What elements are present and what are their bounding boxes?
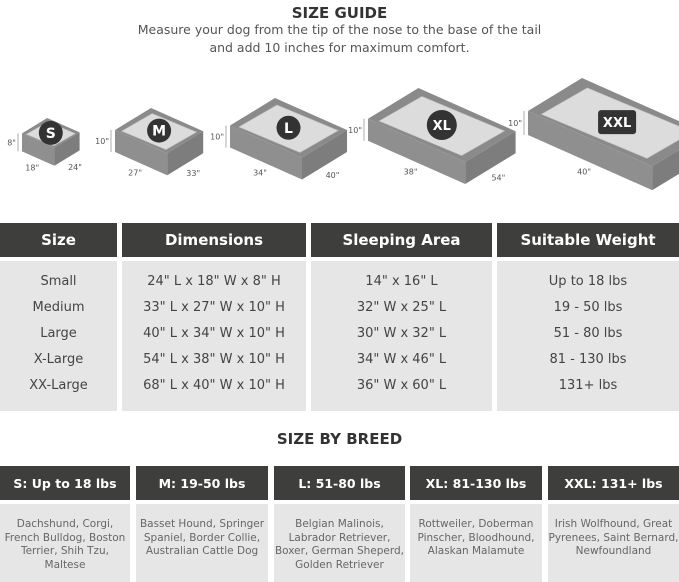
size-table-cell: 30" W x 32" L: [356, 326, 447, 341]
bed-width-label: 38": [404, 167, 418, 176]
bed-xl: XL 10" 38" 54": [348, 88, 516, 184]
size-table-header: Dimensions: [122, 223, 306, 257]
size-table-cell: 54" L x 38" W x 10" H: [143, 352, 285, 367]
bed-illustrations: S 8" 18" 24" M 10" 27" 33" L 10" 34" 40" XL 10" 38" 54"…: [7, 78, 679, 190]
bed-size-badge: XXL: [603, 116, 631, 131]
size-table-cell: Large: [40, 326, 77, 341]
bed-size-badge: XL: [433, 119, 451, 134]
bed-length-label: 54": [491, 174, 505, 183]
size-table-cell: 24" L x 18" W x 8" H: [147, 274, 281, 289]
bed-s: S 8" 18" 24": [7, 118, 82, 173]
size-table-cell: 68" L x 40" W x 10" H: [143, 378, 285, 393]
bed-width-label: 18": [25, 164, 39, 173]
size-table-cell: 32" W x 25" L: [356, 300, 447, 315]
size-table-cell: Medium: [32, 300, 85, 315]
breed-column-header: XXL: 131+ lbs: [548, 466, 679, 500]
size-table-cell: X-Large: [33, 352, 84, 367]
bed-height-label: 10": [95, 137, 109, 146]
size-table-cell: 19 - 50 lbs: [553, 300, 623, 315]
size-table-header: Suitable Weight: [497, 223, 679, 257]
size-table-cell: 81 - 130 lbs: [549, 352, 627, 367]
bed-width-label: 34": [253, 169, 267, 178]
breed-list: Basset Hound, Springer Spaniel, Border C…: [136, 504, 268, 582]
size-table-column: 24" L x 18" W x 8" H 33" L x 27" W x 10" …: [122, 261, 306, 411]
size-table-cell: 14" x 16" L: [365, 274, 438, 289]
bed-width-label: 27": [128, 169, 142, 178]
bed-height-label: 10": [508, 119, 522, 128]
bed-size-badge: M: [152, 124, 166, 140]
bed-height-label: 10": [348, 126, 362, 135]
size-table-header: Sleeping Area: [311, 223, 492, 257]
bed-length-label: 40": [326, 171, 340, 180]
bed-size-badge: L: [284, 121, 293, 137]
breed-column-header: XL: 81-130 lbs: [410, 466, 542, 500]
size-table-header: Size: [0, 223, 117, 257]
size-table-cell: Up to 18 lbs: [548, 274, 628, 289]
bed-width-label: 40": [577, 168, 591, 177]
breed-column-header: S: Up to 18 lbs: [0, 466, 130, 500]
bed-size-badge: S: [46, 126, 56, 142]
size-table-cell: 33" L x 27" W x 10" H: [143, 300, 285, 315]
size-table-cell: Small: [40, 274, 77, 289]
size-table-cell: XX-Large: [29, 378, 88, 393]
subtitle-line-2: and add 10 inches for maximum comfort.: [209, 40, 470, 55]
breed-section-title: SIZE BY BREED: [276, 430, 403, 448]
size-table-column: Small Medium Large X-Large XX-Large: [0, 261, 117, 411]
subtitle-line-1: Measure your dog from the tip of the nos…: [137, 22, 542, 37]
bed-height-label: 10": [210, 133, 224, 142]
size-table-cell: 40" L x 34" W x 10" H: [143, 326, 285, 341]
bed-height-label: 8": [7, 138, 16, 147]
breed-list: Belgian Malinois, Labrador Retriever, Bo…: [274, 504, 405, 582]
breed-list: Irish Wolfhound, Great Pyrenees, Saint B…: [548, 504, 679, 582]
size-table-cell: 34" W x 46" L: [356, 352, 447, 367]
bed-l: L 10" 34" 40": [210, 98, 347, 180]
size-table-column: Up to 18 lbs 19 - 50 lbs 51 - 80 lbs 81 - 1…: [497, 261, 679, 411]
breed-list: Rottweiler, Doberman Pinscher, Bloodhoun…: [410, 504, 542, 582]
breed-list: Dachshund, Corgi, French Bulldog, Boston…: [0, 504, 130, 582]
bed-length-label: 33": [186, 169, 200, 178]
breed-column-header: M: 19-50 lbs: [136, 466, 268, 500]
size-table-cell: 51 - 80 lbs: [553, 326, 623, 341]
bed-length-label: 24": [68, 163, 82, 172]
size-table-cell: 131+ lbs: [558, 378, 618, 393]
size-table-column: 14" x 16" L 32" W x 25" L 30" W x 32" L 34"…: [311, 261, 492, 411]
page-title: SIZE GUIDE: [291, 4, 388, 22]
bed-m: M 10" 27" 33": [95, 108, 204, 178]
breed-column-header: L: 51-80 lbs: [274, 466, 405, 500]
size-table-cell: 36" W x 60" L: [356, 378, 447, 393]
